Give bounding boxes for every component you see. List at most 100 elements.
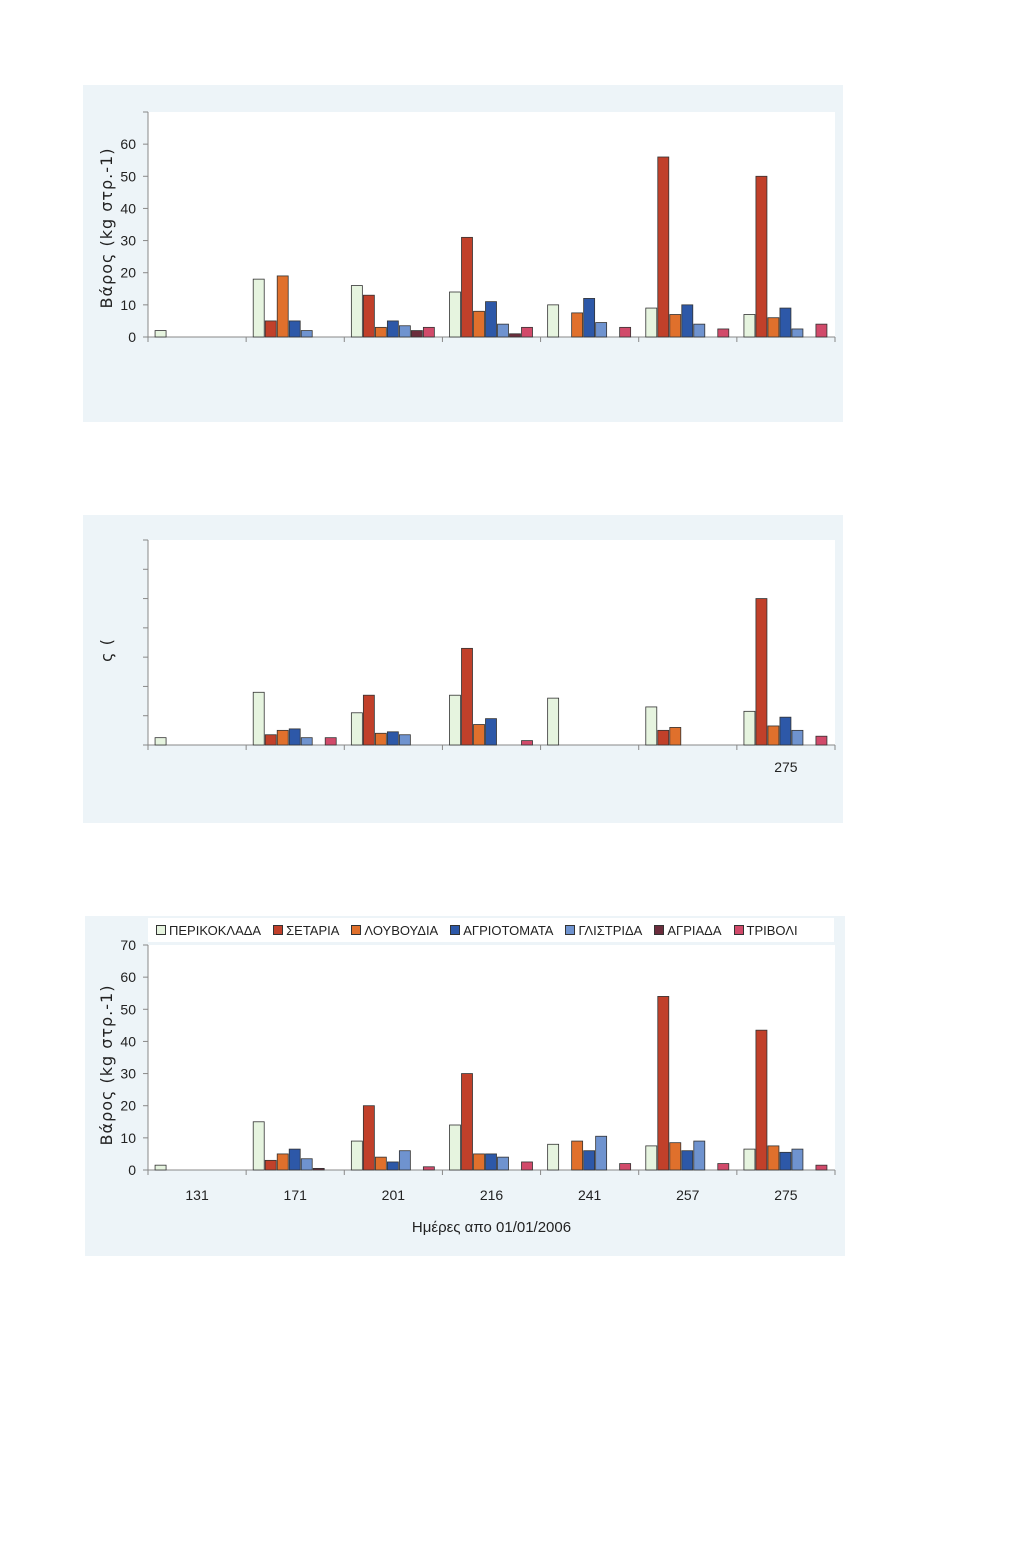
bar-ΑΓΡΙΑΔΑ (410, 330, 423, 338)
legend-item: ΓΛΙΣΤΡΙΔΑ (565, 923, 642, 938)
y-tick-label: 20 (120, 265, 136, 281)
y-tick-label: 10 (120, 297, 136, 313)
bar-ΓΛΙΣΤΡΙΔΑ (300, 737, 313, 746)
y-tick-label: 40 (120, 200, 136, 216)
bar-ΓΛΙΣΤΡΙΔΑ (398, 1150, 411, 1171)
x-tick-label: 171 (284, 1187, 308, 1203)
y-tick-label: 0 (128, 1162, 136, 1178)
legend-item: ΣΕΤΑΡΙΑ (273, 923, 339, 938)
bar-ΣΕΤΑΡΙΑ (362, 694, 375, 746)
chart-2: 275 ς ( (97, 539, 836, 775)
bar-ΑΓΡΙΟΤΟΜΑΤΑ (681, 304, 694, 338)
bar-ΣΕΤΑΡΙΑ (657, 996, 670, 1171)
legend-label: ΛΟΥΒΟΥΔΙΑ (364, 922, 439, 938)
legend-label: ΓΛΙΣΤΡΙΔΑ (578, 922, 643, 938)
bar-ΛΟΥΒΟΥΔΙΑ (276, 1153, 289, 1171)
bar-ΑΓΡΙΟΤΟΜΑΤΑ (485, 1153, 497, 1171)
bar-ΣΕΤΑΡΙΑ (264, 320, 277, 338)
bar-ΠΕΡΙΚΟΚΛΑΔΑ (449, 1124, 461, 1171)
y-tick-label: 20 (120, 1098, 136, 1114)
bar-ΑΓΡΙΟΤΟΜΑΤΑ (779, 1151, 792, 1171)
legend-label: ΠΕΡΙΚΟΚΛΑΔΑ (169, 922, 262, 938)
y-tick-label: 0 (128, 329, 136, 345)
x-tick-label: 275 (774, 1187, 798, 1203)
plot-area (148, 945, 835, 1170)
bar-ΓΛΙΣΤΡΙΔΑ (300, 1158, 313, 1171)
y-axis-title: Βάρος (kg στρ.-1) (97, 985, 116, 1146)
bar-ΛΟΥΒΟΥΔΙΑ (473, 310, 485, 338)
bar-ΓΛΙΣΤΡΙΔΑ (791, 729, 804, 746)
bar-ΠΕΡΙΚΟΚΛΑΔΑ (449, 694, 461, 746)
bar-ΓΛΙΣΤΡΙΔΑ (791, 328, 804, 338)
bar-ΑΓΡΙΟΤΟΜΑΤΑ (386, 731, 399, 746)
bar-ΣΕΤΑΡΙΑ (461, 647, 473, 746)
bar-ΓΛΙΣΤΡΙΔΑ (791, 1148, 804, 1171)
bar-ΣΕΤΑΡΙΑ (362, 294, 375, 338)
bar-ΤΡΙΒΟΛΙ (422, 1166, 435, 1171)
y-axis-title: ς ( (97, 638, 116, 662)
bar-ΑΓΡΙΟΤΟΜΑΤΑ (485, 301, 497, 338)
plot-area (148, 540, 835, 745)
bar-ΛΟΥΒΟΥΔΙΑ (571, 1140, 584, 1171)
bar-ΑΓΡΙΟΤΟΜΑΤΑ (681, 1150, 694, 1171)
bar-ΠΕΡΙΚΟΚΛΑΔΑ (547, 304, 560, 338)
bar-ΑΓΡΙΑΔΑ (509, 333, 521, 338)
x-tick-label: 131 (185, 1187, 209, 1203)
legend-item: ΑΓΡΙΑΔΑ (654, 922, 722, 938)
bar-ΛΟΥΒΟΥΔΙΑ (276, 275, 289, 338)
bar-ΑΓΡΙΟΤΟΜΑΤΑ (288, 728, 301, 746)
bar-ΠΕΡΙΚΟΚΛΑΔΑ (547, 697, 560, 746)
bar-ΠΕΡΙΚΟΚΛΑΔΑ (350, 1140, 363, 1171)
bar-ΓΛΙΣΤΡΙΔΑ (398, 325, 411, 338)
bar-ΑΓΡΙΟΤΟΜΑΤΑ (386, 1161, 399, 1171)
bar-ΤΡΙΒΟΛΙ (521, 740, 533, 746)
bar-ΛΟΥΒΟΥΔΙΑ (767, 725, 780, 746)
bar-ΓΛΙΣΤΡΙΔΑ (595, 1135, 608, 1171)
legend-item: ΛΟΥΒΟΥΔΙΑ (351, 923, 438, 938)
legend-swatch-4 (565, 925, 576, 935)
bar-ΤΡΙΒΟΛΙ (619, 326, 632, 338)
bar-ΠΕΡΙΚΟΚΛΑΔΑ (350, 285, 363, 338)
bar-ΛΟΥΒΟΥΔΙΑ (374, 326, 387, 338)
bar-ΑΓΡΙΟΤΟΜΑΤΑ (583, 298, 596, 338)
bar-ΑΓΡΙΟΤΟΜΑΤΑ (386, 320, 399, 338)
bar-ΛΟΥΒΟΥΔΙΑ (767, 317, 780, 338)
bar-ΣΕΤΑΡΙΑ (755, 1029, 768, 1171)
bar-ΠΕΡΙΚΟΚΛΑΔΑ (645, 307, 658, 338)
bar-ΤΡΙΒΟΛΙ (324, 737, 337, 746)
bar-ΣΕΤΑΡΙΑ (755, 175, 768, 338)
legend-label: ΑΓΡΙΑΔΑ (667, 922, 722, 938)
bar-ΛΟΥΒΟΥΔΙΑ (276, 729, 289, 746)
bar-ΠΕΡΙΚΟΚΛΑΔΑ (350, 712, 363, 746)
bar-ΣΕΤΑΡΙΑ (461, 1073, 473, 1171)
bar-ΓΛΙΣΤΡΙΔΑ (693, 323, 706, 338)
x-tick-label: 257 (676, 1187, 700, 1203)
bar-ΠΕΡΙΚΟΚΛΑΔΑ (252, 691, 265, 746)
bar-ΤΡΙΒΟΛΙ (815, 735, 828, 746)
bar-ΣΕΤΑΡΙΑ (657, 156, 670, 338)
bar-ΣΕΤΑΡΙΑ (264, 734, 277, 746)
bar-ΓΛΙΣΤΡΙΔΑ (595, 322, 608, 338)
bar-ΑΓΡΙΟΤΟΜΑΤΑ (779, 307, 792, 338)
chart-legend: ΠΕΡΙΚΟΚΛΑΔΑ ΣΕΤΑΡΙΑ ΛΟΥΒΟΥΔΙΑ ΑΓΡΙΟΤΟΜΑΤ… (148, 918, 834, 942)
x-tick-label: 275 (774, 759, 798, 775)
legend-item: ΤΡΙΒΟΛΙ (733, 922, 798, 938)
legend-label: ΤΡΙΒΟΛΙ (746, 922, 798, 938)
y-tick-label: 50 (120, 1001, 136, 1017)
bar-ΣΕΤΑΡΙΑ (755, 598, 768, 746)
bar-ΤΡΙΒΟΛΙ (521, 1161, 533, 1171)
y-tick-label: 60 (120, 136, 136, 152)
legend-swatch-1 (273, 925, 284, 935)
bar-ΤΡΙΒΟΛΙ (717, 1163, 730, 1171)
bar-ΑΓΡΙΑΔΑ (312, 1167, 325, 1171)
legend-label: ΣΕΤΑΡΙΑ (286, 922, 340, 938)
legend-swatch-5 (654, 925, 665, 935)
bar-ΣΕΤΑΡΙΑ (657, 729, 670, 746)
legend-swatch-6 (733, 925, 744, 935)
legend-item: ΑΓΡΙΟΤΟΜΑΤΑ (450, 923, 553, 938)
y-tick-label: 10 (120, 1130, 136, 1146)
legend-swatch-0 (156, 925, 166, 935)
bar-ΣΕΤΑΡΙΑ (461, 236, 473, 338)
